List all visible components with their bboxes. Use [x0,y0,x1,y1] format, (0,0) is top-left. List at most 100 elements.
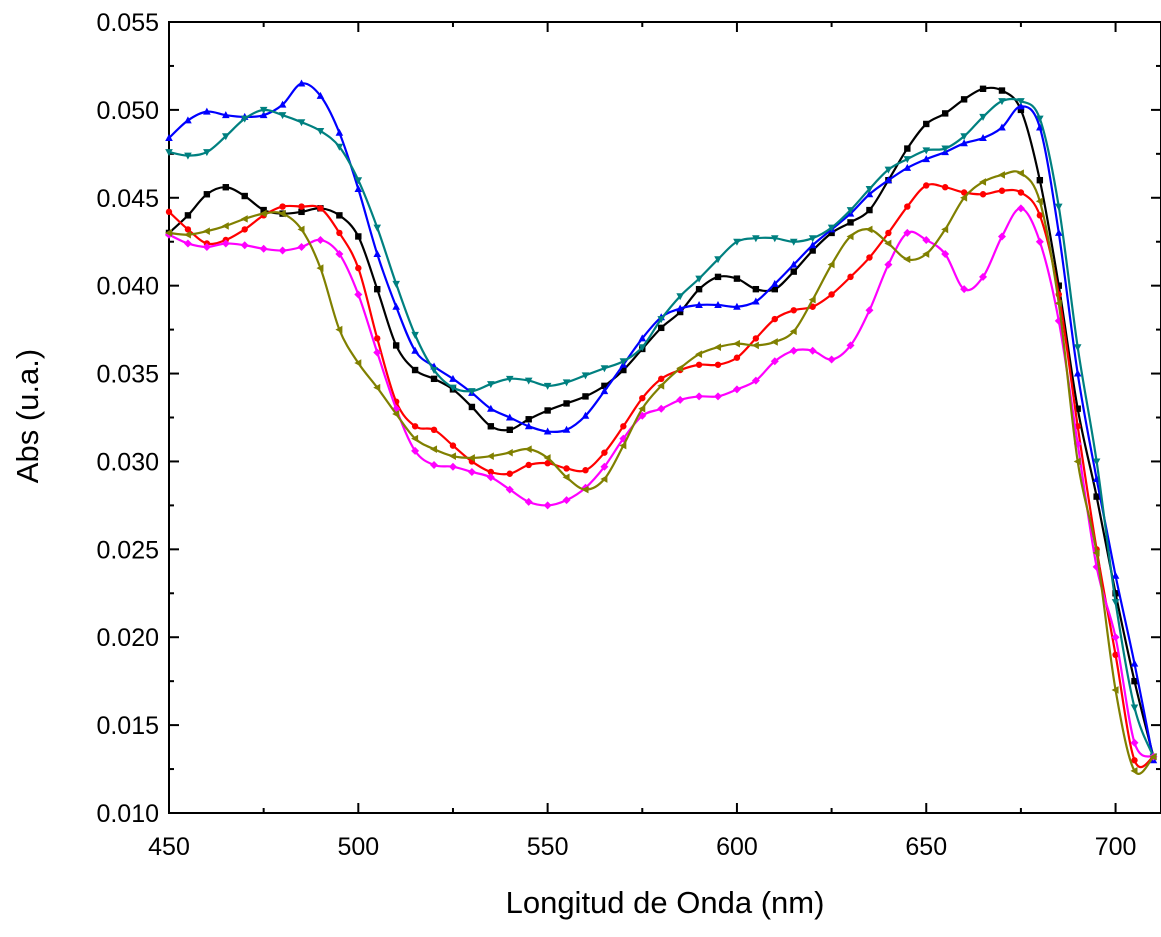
data-point [828,291,835,298]
data-point [278,112,287,120]
data-point [714,361,722,368]
data-point [733,354,741,361]
data-point [582,393,589,400]
data-point [960,139,968,147]
y-tick-label: 0.025 [96,536,159,564]
data-point [997,171,1005,179]
y-tick-label: 0.010 [96,800,159,828]
data-point [676,395,685,404]
data-point [714,343,722,351]
data-point [695,350,703,359]
data-point [789,260,798,268]
data-point [998,98,1006,106]
data-point [960,133,968,141]
x-tick-label: 650 [905,833,947,861]
data-point [467,454,475,462]
data-point [619,441,627,450]
data-point [695,301,703,309]
data-point [600,462,609,471]
data-point [1073,344,1082,352]
x-tick-label: 450 [148,833,190,861]
data-point [335,143,344,151]
data-point [979,85,987,92]
y-tick-label: 0.015 [96,712,159,740]
data-point [524,377,533,385]
data-point [922,235,931,244]
data-point [487,404,495,412]
data-point [657,404,666,413]
data-point [714,273,722,281]
data-point [1054,203,1063,211]
y-tick-label: 0.030 [96,448,159,476]
data-point [1054,299,1062,308]
data-point [1092,549,1100,557]
data-point [449,442,457,449]
data-point [941,225,949,234]
data-point [486,452,494,460]
data-point [297,242,306,251]
data-point [941,110,949,117]
data-point [847,219,854,226]
x-tick-label: 550 [527,833,569,861]
data-point [1016,204,1025,213]
data-point [1130,767,1138,775]
data-point [790,268,797,275]
data-point [562,496,571,505]
data-point [1016,169,1024,177]
data-point [373,250,382,258]
data-point [562,473,570,482]
data-point [657,316,666,324]
data-point [581,372,590,380]
data-point [1054,228,1063,236]
data-point [639,394,646,402]
data-point [165,208,173,216]
data-point [600,475,608,483]
data-point [960,96,968,103]
data-point [1130,738,1139,747]
data-point [1074,405,1081,412]
data-point [1130,704,1139,712]
data-point [259,209,267,218]
data-point [525,461,532,469]
data-point [732,385,741,394]
data-point [467,467,476,476]
data-point [676,304,684,312]
data-point [202,242,211,251]
data-point [789,238,798,246]
data-point [430,460,439,469]
data-point [770,338,778,346]
data-point [751,376,760,385]
data-point [1093,493,1100,500]
data-point [543,501,552,510]
data-point [620,366,627,374]
data-point [979,272,988,281]
data-point [373,224,382,232]
data-point [487,468,495,476]
data-point [1131,677,1138,685]
data-point [979,178,987,186]
data-point [297,119,306,127]
y-tick-label: 0.045 [96,185,159,213]
data-point [904,145,911,152]
data-point [203,191,211,198]
data-point [543,382,552,390]
data-point [468,388,476,396]
data-point [411,331,419,339]
data-point [240,215,248,223]
data-point [922,155,931,163]
data-point [601,449,608,456]
data-point [714,301,722,309]
y-tick-label: 0.055 [96,9,159,37]
series-line [168,82,1155,761]
data-point [221,222,229,230]
data-point [846,341,855,350]
data-point [941,145,949,153]
data-point [316,235,325,244]
data-point [165,149,173,157]
data-point [866,254,873,261]
data-point [790,307,797,314]
data-point [827,260,835,269]
data-point [298,203,305,210]
data-point [373,383,381,392]
data-point [827,224,836,232]
